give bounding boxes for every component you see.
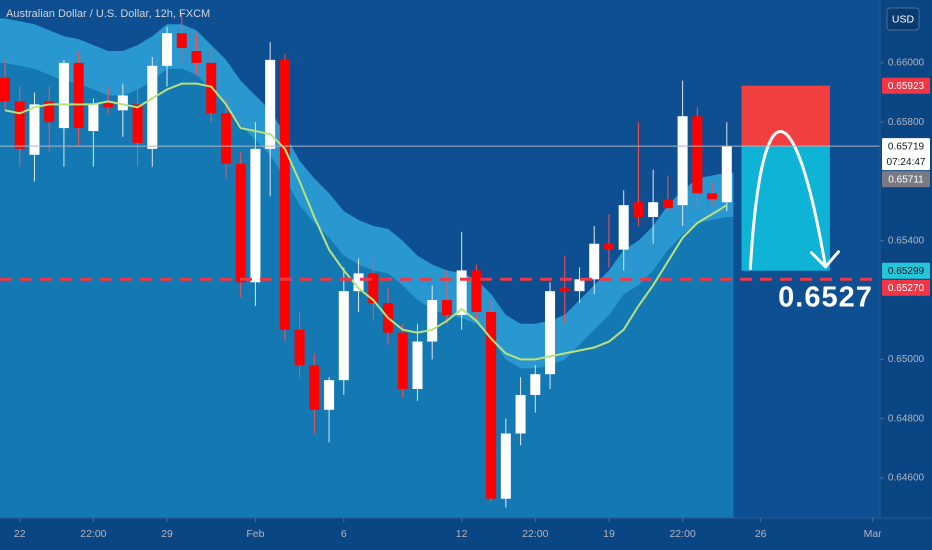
candle-body [338,291,349,381]
candle-body [162,33,173,66]
candle-body [486,311,497,499]
price-tag [882,138,930,171]
candle-body [279,59,290,330]
currency-button-label[interactable]: USD [892,13,915,25]
candle-body [353,273,364,292]
price-tag [882,77,930,94]
candle-body [265,59,276,149]
y-tick-label: 0.64600 [888,473,925,484]
candle-body [73,62,84,129]
candle-body [603,243,614,250]
price-tag-label: 0.65711 [888,174,924,185]
candle-body [58,62,69,129]
candle-body [0,77,11,102]
candle-body [103,101,114,108]
candle-body [707,193,718,200]
candle-body [471,270,482,312]
candle-body [677,116,688,206]
currency-button[interactable] [886,7,920,31]
candle-body [427,300,438,342]
candle-body [500,433,511,499]
x-tick-label: 22:00 [80,528,106,540]
candle-body [191,50,202,63]
candle-body [574,279,585,292]
candle-body [515,394,526,434]
annotation: 0.6527 [778,281,873,313]
price-tag-label: 0.65719 [888,141,925,152]
candle-body [324,380,335,410]
plot-area: 0.6527 [0,0,880,519]
chart-title: Australian Dollar / U.S. Dollar, 12h, FX… [6,8,210,20]
candle-body [29,104,40,155]
forecast-arrowhead [809,250,840,269]
candle-body [88,104,99,132]
candle-body [117,95,128,111]
candle-body [648,202,659,218]
candle-body [309,365,320,410]
candle-body [14,101,25,149]
x-tick-label: 26 [755,528,767,540]
candle-body [397,332,408,390]
candle-body [132,104,143,143]
x-tick-label: Feb [246,528,264,540]
candle-body [633,202,644,218]
candle-body [618,205,629,250]
x-tick-label: 19 [603,528,615,540]
candle-body [176,33,187,49]
candle-body [412,341,423,390]
candle-body [721,146,732,203]
candle-body [147,65,158,149]
candle-body [545,291,556,375]
candle-body [368,273,379,304]
candle-body [530,374,541,395]
band-area [0,62,734,519]
candle-body [250,148,261,283]
price-tag [882,262,930,279]
candle-body [44,101,55,123]
moving-average [4,82,728,361]
x-tick-label: 12 [456,528,468,540]
forecast-curve [748,130,827,271]
x-tick-label: Mar [864,528,883,540]
candle-body [456,270,467,315]
candle-body [220,113,231,164]
y-tick-label: 0.64800 [888,413,925,424]
countdown-label: 07:24:47 [887,157,926,168]
price-tag-label: 0.65299 [888,266,925,277]
x-tick-label: 22:00 [522,528,548,540]
y-tick-label: 0.65000 [888,354,925,365]
x-tick-label: 22 [14,528,26,540]
candle-body [294,329,305,366]
candle-body [692,116,703,194]
x-tick-label: 6 [341,528,347,540]
candle-body [589,243,600,280]
price-tag-label: 0.65923 [888,81,925,92]
y-tick-label: 0.66000 [888,58,925,69]
candle-body [662,199,673,209]
price-tag [882,279,930,296]
y-tick-label: 0.65800 [888,117,925,128]
candle-body [559,288,570,292]
candle-body [235,163,246,283]
x-tick-label: 22:00 [669,528,695,540]
y-tick-label: 0.65400 [888,235,925,246]
stop-zone [741,85,830,147]
x-tick-label: 29 [161,528,173,540]
candle-body [441,300,452,315]
price-tag [882,171,930,188]
price-tag-label: 0.65270 [888,283,925,294]
